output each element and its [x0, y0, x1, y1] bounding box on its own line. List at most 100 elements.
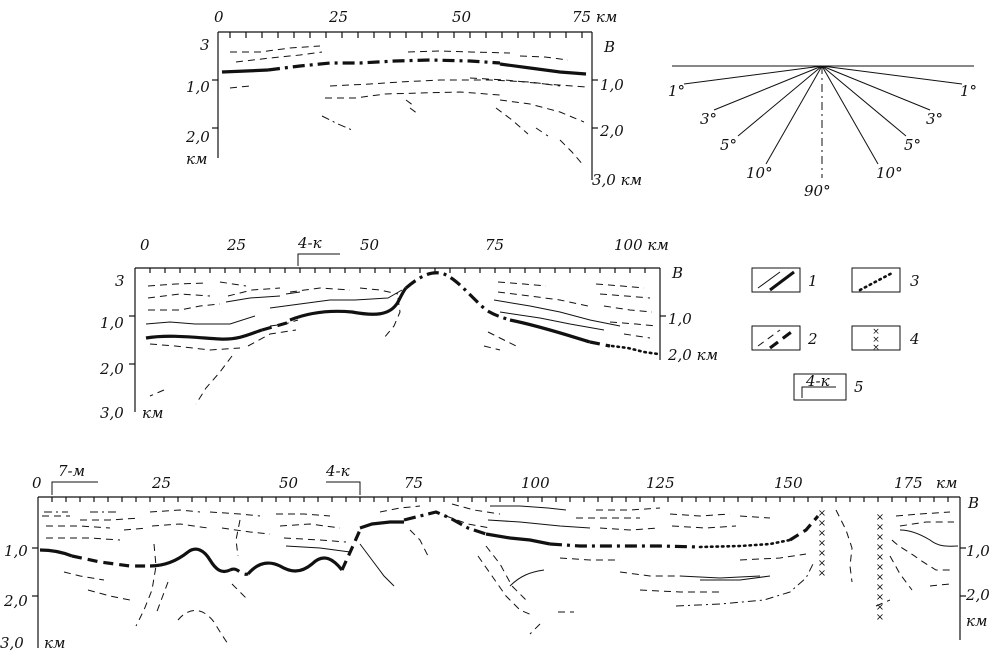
svg-text:×: × [876, 532, 884, 543]
profile-1-tick-50: 50 [452, 8, 472, 26]
profile-2-tick-0: 0 [140, 236, 150, 254]
profile-1-left-unit: км [186, 150, 207, 168]
legend-label-5: 5 [854, 378, 864, 396]
profile-3-tick-125: 125 [646, 474, 675, 492]
profile-3-tick-175: 175 [894, 474, 923, 492]
profile-3-tick-75: 75 [404, 474, 423, 492]
legend-label-2: 2 [807, 330, 818, 348]
legend-well-example: 4-к [805, 372, 830, 390]
fan-line-1-right [821, 65, 963, 85]
profile-3: 7-м 4-к 0 25 50 75 100 125 150 175 км 1,… [0, 462, 990, 652]
angle-fan: 1° 3° 5° 10° 90° 10° 5° 3° 1° [668, 65, 977, 200]
profile-3-well-marker-2 [326, 481, 361, 495]
fan-label-10-left: 10° [746, 164, 773, 182]
profile-1-right-depth-1: 1,0 [600, 76, 624, 94]
svg-text:×: × [872, 327, 880, 337]
svg-text:×: × [818, 508, 826, 519]
fan-line-10-left [765, 65, 823, 165]
profile-3-right-label: В [967, 494, 979, 512]
svg-text:×: × [876, 592, 884, 603]
profile-1-left-depth-top: 3 [200, 36, 210, 54]
svg-text:×: × [818, 568, 826, 579]
profile-3-left-depth-1: 1,0 [4, 542, 28, 560]
fan-line-5-left [737, 65, 823, 137]
fan-line-3-left [713, 65, 823, 111]
fan-label-90: 90° [804, 182, 831, 200]
fan-label-3-right: 3° [926, 110, 943, 128]
profile-2: 4-к 0 25 50 75 100 км 3 1,0 2,0 3,0 км В… [99, 234, 718, 422]
profile-2-well-marker [297, 253, 340, 266]
profile-3-right-depth-2: 2,0 [965, 586, 990, 604]
profile-3-well-marker-1 [51, 481, 98, 495]
legend-label-4: 4 [909, 330, 920, 348]
fan-label-5-right: 5° [904, 136, 921, 154]
profile-2-left-depth-1: 1,0 [100, 314, 124, 332]
fan-line-1-left [683, 65, 823, 85]
profile-3-well-label-2: 4-к [325, 462, 350, 480]
svg-text:×: × [876, 572, 884, 583]
profile-1-left-depth-1: 1,0 [186, 78, 210, 96]
profile-3-tick-25: 25 [151, 474, 171, 492]
profile-2-left-depth-top: 3 [115, 272, 125, 290]
fault-zone-crosses: ××× ××× × ××× ××× ××× ×× [818, 508, 884, 623]
fan-line-5-right [821, 65, 907, 137]
fan-label-1-left: 1° [668, 82, 685, 100]
profile-3-left-depth-2: 2,0 [3, 592, 28, 610]
profile-3-right-unit: км [966, 612, 987, 630]
svg-text:×: × [818, 538, 826, 549]
fan-label-5-left: 5° [720, 136, 737, 154]
profile-2-right-label: В [671, 264, 683, 282]
profile-1-right-depth-2: 2,0 [599, 122, 624, 140]
profile-1-right-depth-3: 3,0 км [592, 171, 642, 189]
profile-3-reflectors [39, 503, 959, 645]
svg-text:×: × [818, 558, 826, 569]
legend-label-3: 3 [910, 272, 920, 290]
profile-1: 0 25 50 75 км 3 1,0 2,0 км В 1,0 2,0 3,0… [185, 8, 642, 189]
profile-2-left-depth-2: 2,0 [99, 360, 124, 378]
svg-text:×: × [876, 522, 884, 533]
profile-3-left-unit: км [44, 634, 65, 652]
svg-text:×: × [876, 542, 884, 553]
svg-text:×: × [872, 343, 880, 353]
profile-1-right-label: В [603, 38, 615, 56]
profile-3-right-depth-1: 1,0 [966, 542, 990, 560]
legend-item-5: 4-к 5 [793, 372, 864, 401]
legend: 1 3 2 × × × 4 4-к 5 [751, 267, 920, 401]
fan-line-3-right [821, 65, 931, 111]
profile-2-right-depth-1: 1,0 [668, 310, 692, 328]
profile-2-tick-100: 100 км [614, 236, 669, 254]
profile-3-tick-150: 150 [774, 474, 803, 492]
profile-2-reflectors [145, 271, 660, 405]
fan-line-10-right [821, 65, 879, 165]
svg-text:×: × [876, 512, 884, 523]
svg-text:×: × [818, 528, 826, 539]
legend-item-1: 1 [751, 267, 818, 293]
profile-1-tick-25: 25 [328, 8, 348, 26]
svg-text:×: × [876, 552, 884, 563]
profile-3-left-depth-3: 3,0 [0, 634, 24, 652]
profile-3-tick-100: 100 [521, 474, 550, 492]
profile-1-reflectors [221, 45, 587, 167]
profile-1-tick-0: 0 [214, 8, 224, 26]
profile-2-right-depth-2: 2,0 км [667, 346, 718, 364]
profile-2-tick-25: 25 [226, 236, 246, 254]
fan-label-3-left: 3° [700, 110, 717, 128]
legend-item-4: × × × 4 [851, 325, 920, 353]
svg-text:×: × [876, 562, 884, 573]
svg-text:×: × [818, 548, 826, 559]
profile-3-unit: км [936, 474, 957, 492]
svg-text:×: × [876, 582, 884, 593]
profile-1-left-depth-2: 2,0 [185, 128, 210, 146]
profile-3-well-label-1: 7-м [58, 462, 85, 480]
profile-1-tick-75: 75 км [572, 8, 617, 26]
profile-2-tick-50: 50 [360, 236, 380, 254]
profile-3-tick-50: 50 [279, 474, 299, 492]
fan-label-1-right: 1° [960, 82, 977, 100]
profile-2-tick-75: 75 [485, 236, 504, 254]
profile-2-left-depth-3: 3,0 [100, 404, 124, 422]
svg-text:×: × [876, 612, 884, 623]
profile-3-tick-0: 0 [32, 474, 42, 492]
svg-text:×: × [876, 602, 884, 613]
profile-2-well-label: 4-к [297, 234, 322, 252]
